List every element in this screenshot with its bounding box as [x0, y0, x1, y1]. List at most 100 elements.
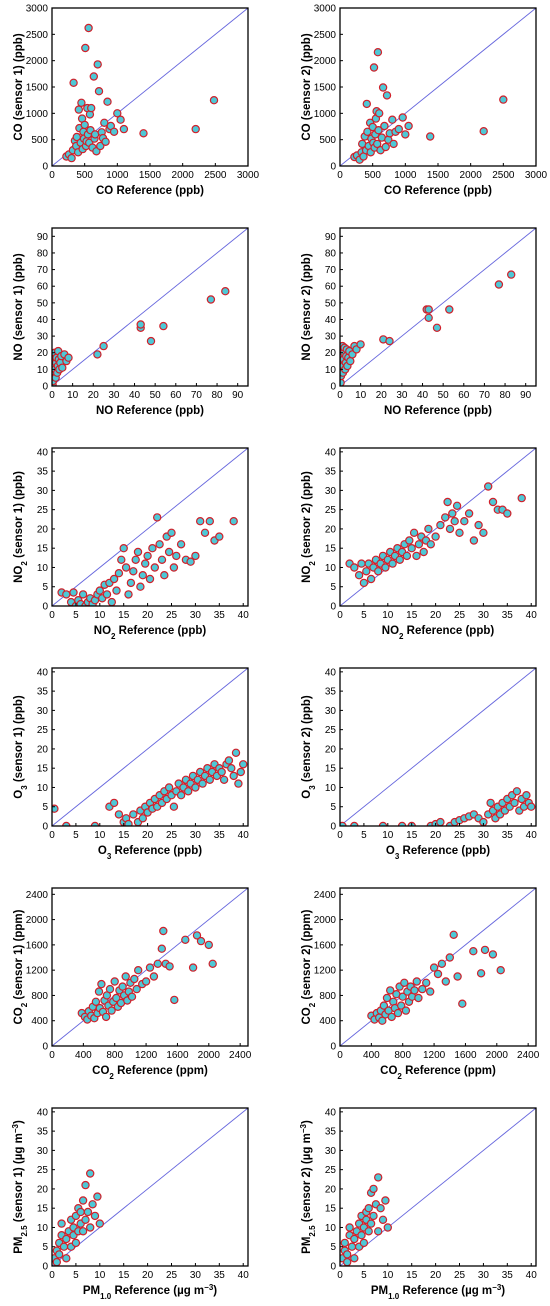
x-tick-label: 15 [406, 1270, 418, 1281]
data-point [441, 977, 450, 986]
data-point [138, 571, 147, 580]
data-point [121, 972, 130, 981]
y-tick-label: 50 [325, 298, 337, 309]
plot-frame [51, 667, 249, 827]
data-points [77, 926, 217, 1024]
data-point [364, 1227, 373, 1236]
plot-frame [51, 447, 249, 607]
data-point [130, 974, 139, 984]
data-point [157, 555, 167, 565]
y-tick-label: 2500 [26, 30, 49, 41]
data-point [169, 802, 179, 811]
data-point [116, 115, 125, 124]
data-point [129, 567, 138, 576]
x-tick-label: 30 [478, 830, 490, 841]
data-points [52, 1169, 105, 1266]
chart-no2-s1: 0 5 10 15 20 25 30 35 40 0 5 10 15 20 25 30 35 40 NO2 Refe… [13, 447, 250, 641]
x-tick-label: 5 [73, 830, 79, 841]
data-point [164, 783, 174, 792]
y-tick-label: 10 [325, 563, 337, 574]
chart-o3-s1: 0 5 10 15 20 25 30 35 40 0 5 10 15 20 25 30 35 40 O3 Refer… [13, 667, 249, 861]
y-axis-label: NO2 (sensor 2) (ppb) [301, 471, 317, 583]
x-tick-label: 15 [118, 830, 130, 841]
y-tick-label: 30 [37, 332, 49, 343]
y-tick-label: 5 [330, 802, 336, 813]
chart-o3-s2: 0 5 10 15 20 25 30 35 40 0 5 10 15 20 25 30 35 40 O3 Refer… [301, 667, 537, 861]
data-point [138, 814, 147, 823]
y-tick-label: 25 [37, 1165, 49, 1176]
y-tick-label: 0 [42, 1262, 48, 1273]
data-point [343, 1257, 352, 1266]
data-point [209, 95, 219, 105]
data-point [410, 986, 419, 995]
y-tick-label: 2000 [26, 56, 49, 67]
x-tick-label: 1000 [394, 170, 417, 181]
data-point [424, 524, 433, 534]
x-tick-label: 40 [238, 610, 250, 621]
y-tick-label: 1600 [314, 940, 337, 951]
data-point [460, 517, 469, 526]
data-point [383, 1223, 392, 1232]
x-axis-label: PM1.0 Reference (µg m−3) [83, 1283, 217, 1301]
data-point [479, 528, 488, 538]
data-point [443, 497, 452, 507]
y-tick-label: 70 [37, 265, 49, 276]
data-point [356, 340, 365, 349]
y-tick-label: 10 [325, 1223, 337, 1234]
x-tick-label: 20 [142, 830, 154, 841]
y-tick-label: 0 [330, 822, 336, 833]
y-tick-label: 35 [37, 1127, 49, 1138]
data-point [522, 791, 531, 800]
data-point [204, 940, 213, 950]
data-point [140, 559, 150, 568]
data-point [198, 779, 207, 788]
data-point [343, 1250, 352, 1259]
y-tick-label: 2400 [314, 890, 337, 901]
x-axis-label: CO2 Reference (ppm) [380, 1065, 496, 1081]
x-tick-label: 25 [166, 830, 178, 841]
y-tick-label: 30 [37, 706, 49, 717]
data-point [85, 1169, 95, 1178]
x-tick-label: 35 [214, 1270, 226, 1281]
x-tick-label: 70 [191, 390, 203, 401]
data-point [221, 287, 230, 296]
data-point [188, 963, 198, 972]
y-tick-label: 40 [37, 315, 49, 326]
y-tick-label: 10 [37, 365, 49, 376]
x-tick-label: 90 [232, 390, 244, 401]
data-point [192, 931, 202, 940]
data-point [418, 984, 427, 994]
y-tick-label: 35 [325, 1127, 337, 1138]
data-point [426, 132, 435, 141]
data-point [167, 528, 176, 538]
x-tick-label: 10 [94, 610, 106, 621]
plot-frame [339, 227, 537, 387]
x-tick-label: 15 [118, 610, 130, 621]
y-tick-label: 70 [325, 265, 337, 276]
y-tick-label: 1500 [26, 83, 49, 94]
identity-line [52, 228, 248, 386]
x-tick-label: 10 [67, 390, 79, 401]
data-point [436, 520, 445, 530]
x-tick-label: 20 [376, 390, 388, 401]
y-tick-label: 20 [37, 744, 49, 755]
y-tick-label: 20 [37, 348, 49, 359]
data-point [369, 1184, 378, 1194]
y-tick-label: 20 [325, 1184, 337, 1195]
data-point [100, 118, 109, 128]
data-point [445, 953, 454, 962]
plot-frame [51, 227, 249, 387]
data-point [375, 109, 384, 118]
data-point [155, 540, 164, 549]
y-tick-label: 30 [325, 1146, 337, 1157]
data-point [143, 551, 152, 561]
data-point [397, 821, 407, 826]
y-tick-label: 40 [37, 1107, 49, 1118]
x-tick-label: 2400 [229, 1050, 252, 1061]
data-point [215, 532, 224, 541]
data-point [67, 153, 76, 163]
plot-frame [51, 1107, 249, 1267]
y-tick-label: 30 [325, 332, 337, 343]
y-tick-label: 5 [330, 582, 336, 593]
